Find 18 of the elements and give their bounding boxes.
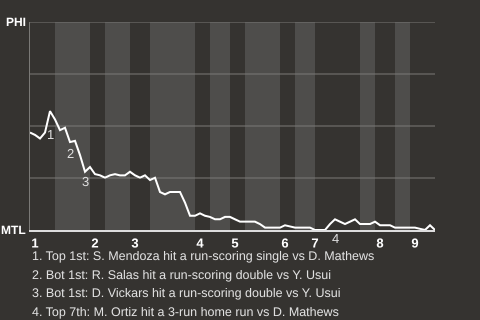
x-tick-label: 1 [31, 236, 39, 251]
text: 3. Bot 1st: D. Vickars hit a run-scoring double vs Y. Usui [32, 286, 340, 300]
x-tick-label: 6 [281, 236, 289, 251]
x-tick-label: 2 [91, 236, 99, 251]
text: MTL [1, 223, 26, 237]
text: PHI [6, 15, 26, 29]
text: 4. Top 7th: M. Ortiz hit a 3-run home run vs D. Mathews [32, 305, 339, 319]
annotation: 1 [47, 127, 54, 142]
x-tick-label: 9 [411, 236, 419, 251]
annotation: 3 [82, 174, 90, 189]
x-tick-label: 8 [376, 236, 384, 251]
text: 2. Bot 1st: R. Salas hit a run-scoring double vs Y. Usui [32, 268, 331, 282]
x-tick-label: 7 [311, 236, 319, 251]
x-tick-label: 3 [131, 236, 139, 251]
annotation: 2 [67, 146, 74, 161]
x-tick-label: 5 [231, 236, 239, 251]
x-tick-label: 4 [196, 236, 204, 251]
text: 1. Top 1st: S. Mendoza hit a run-scoring single vs D. Mathews [32, 249, 374, 263]
